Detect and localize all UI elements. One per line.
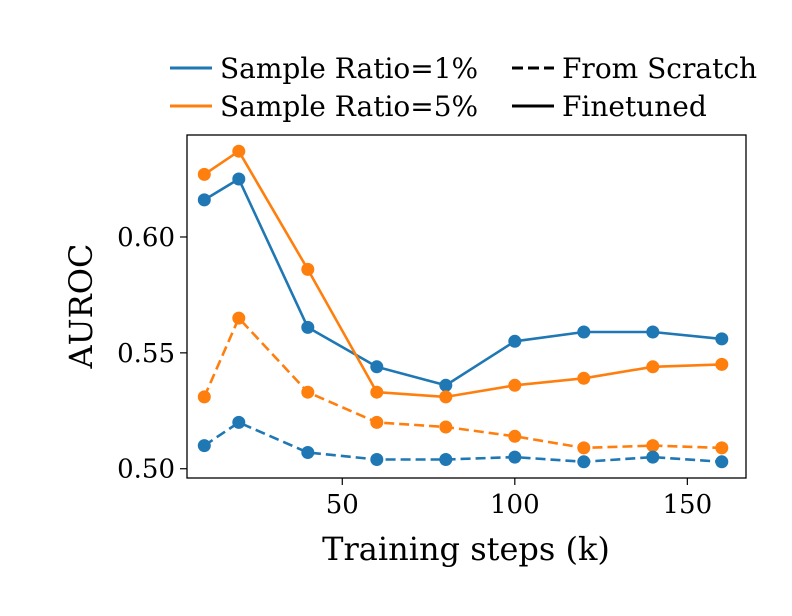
data-point-scratch-ratio-5: [508, 429, 522, 443]
data-point-finetuned-ratio-1: [646, 325, 660, 339]
data-point-scratch-ratio-1: [370, 453, 384, 466]
data-point-finetuned-ratio-1: [439, 378, 453, 392]
data-point-finetuned-ratio-5: [715, 357, 729, 371]
data-point-finetuned-ratio-1: [232, 172, 246, 186]
data-point-scratch-ratio-5: [197, 390, 211, 404]
data-point-finetuned-ratio-5: [577, 371, 591, 385]
legend-label-finetuned: Finetuned: [562, 90, 707, 123]
plot-frame: [186, 134, 747, 479]
data-point-scratch-ratio-5: [439, 420, 453, 434]
y-tick-label: 0.60: [117, 223, 175, 253]
data-point-scratch-ratio-5: [301, 385, 315, 399]
data-point-scratch-ratio-5: [370, 415, 384, 429]
data-point-finetuned-ratio-1: [197, 193, 211, 207]
data-point-finetuned-ratio-5: [370, 385, 384, 399]
legend: Sample Ratio=1% Sample Ratio=5% From Scr…: [170, 52, 757, 123]
data-point-scratch-ratio-5: [646, 439, 660, 453]
x-axis-label: Training steps (k): [322, 530, 610, 568]
data-point-scratch-ratio-1: [646, 450, 660, 464]
data-point-finetuned-ratio-5: [301, 262, 315, 276]
data-point-finetuned-ratio-1: [301, 320, 315, 334]
data-point-finetuned-ratio-5: [646, 360, 660, 374]
data-point-scratch-ratio-1: [439, 453, 453, 466]
data-point-finetuned-ratio-1: [508, 334, 522, 348]
data-point-scratch-ratio-1: [715, 455, 729, 469]
x-tick-label: 50: [326, 490, 359, 520]
data-point-finetuned-ratio-1: [370, 360, 384, 374]
x-axis: 50 100 150: [326, 478, 712, 520]
series-markers: [197, 144, 729, 469]
legend-label-ratio-5: Sample Ratio=5%: [220, 90, 478, 123]
data-point-finetuned-ratio-1: [577, 325, 591, 339]
x-tick-label: 150: [663, 490, 713, 520]
y-axis: 0.50 0.55 0.60: [117, 223, 187, 485]
y-tick-label: 0.55: [117, 339, 175, 369]
data-point-scratch-ratio-1: [508, 450, 522, 464]
data-point-scratch-ratio-5: [577, 441, 591, 455]
series-line-finetuned-ratio-1: [203, 177, 722, 387]
y-axis-label: AUROC: [62, 244, 100, 370]
data-point-finetuned-ratio-5: [439, 390, 453, 404]
data-point-finetuned-ratio-5: [508, 378, 522, 392]
data-point-scratch-ratio-1: [577, 455, 591, 469]
legend-label-ratio-1: Sample Ratio=1%: [220, 52, 478, 85]
data-point-scratch-ratio-1: [197, 439, 211, 453]
data-point-scratch-ratio-1: [301, 446, 315, 459]
data-point-finetuned-ratio-5: [232, 144, 246, 158]
x-tick-label: 100: [490, 490, 540, 520]
legend-label-from-scratch: From Scratch: [562, 52, 757, 85]
y-tick-label: 0.50: [117, 455, 175, 485]
data-point-scratch-ratio-1: [232, 415, 246, 429]
data-point-finetuned-ratio-1: [715, 332, 729, 346]
series-lines: [203, 149, 722, 464]
data-point-scratch-ratio-5: [232, 311, 246, 325]
series-line-scratch-ratio-5: [203, 316, 722, 450]
data-point-finetuned-ratio-5: [197, 167, 211, 181]
data-point-scratch-ratio-5: [715, 441, 729, 455]
